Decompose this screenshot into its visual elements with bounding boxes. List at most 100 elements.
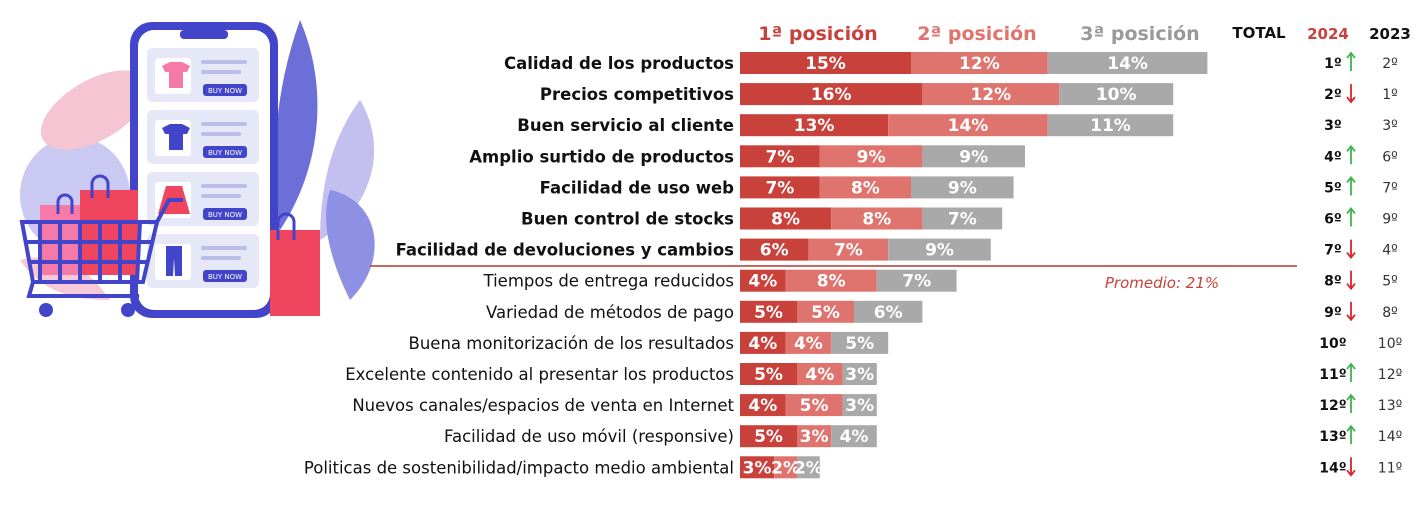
- chart-row: Amplio surtido de productos 7% 9% 9% 4º 6º: [469, 144, 1398, 168]
- rank-2023: 1º: [1382, 87, 1398, 103]
- category-label: Nuevos canales/espacios de venta en Inte…: [352, 396, 734, 415]
- bar-segment-pos1: [740, 114, 889, 137]
- segment-label: 8%: [771, 210, 800, 230]
- product-card: BUY NOW: [147, 110, 259, 164]
- buy-now-label: BUY NOW: [208, 211, 242, 219]
- segment-label: 8%: [817, 272, 846, 292]
- bar-segment-pos3: [911, 176, 1014, 199]
- rank-2023: 14º: [1378, 429, 1402, 445]
- bar-segment-pos2: [911, 52, 1048, 74]
- rank-2023: 6º: [1382, 149, 1398, 165]
- segment-label: 5%: [754, 365, 783, 385]
- bar-segment-pos1: [740, 425, 797, 448]
- rank-2024: 8º: [1324, 274, 1342, 290]
- chart-row: Excelente contenido al presentar los pro…: [345, 362, 1402, 385]
- category-label: Amplio surtido de productos: [469, 147, 734, 166]
- segment-label: 9%: [959, 147, 988, 167]
- arrow-up-icon: [1346, 144, 1356, 165]
- bar-segment-pos1: [740, 83, 923, 106]
- rank-2023: 9º: [1382, 212, 1398, 228]
- arrow-down-icon: [1346, 457, 1356, 477]
- segment-label: 10%: [1096, 85, 1137, 105]
- chart-row: Facilidad de devoluciones y cambios 6% 7% 9…: [396, 238, 1398, 261]
- bar-segment-pos1: [740, 207, 832, 230]
- chart-row: Buena monitorización de los resultados 4%…: [409, 331, 1402, 354]
- bar-segment-pos2: [774, 456, 797, 479]
- arrow-down-icon: [1346, 301, 1356, 322]
- bar-segment-pos1: [740, 456, 775, 479]
- product-card: BUY NOW: [147, 234, 259, 288]
- bar-segment-pos1: [740, 394, 786, 417]
- segment-label: 5%: [754, 303, 783, 323]
- segment-label: 2%: [794, 458, 823, 478]
- category-label: Tiempos de entrega reducidos: [483, 272, 734, 291]
- segment-label: 3%: [743, 458, 772, 478]
- chart-row: Variedad de métodos de pago 5% 5% 6% 9º 8º: [486, 300, 1398, 323]
- buy-now-label: BUY NOW: [208, 149, 242, 157]
- bar-segment-pos2: [785, 394, 843, 417]
- rank-2024: 1º: [1324, 56, 1342, 72]
- bar-segment-pos3: [831, 425, 877, 448]
- segment-label: 9%: [948, 178, 977, 198]
- rank-2023: 2º: [1382, 56, 1398, 72]
- cart-wheel: [39, 303, 53, 317]
- bar-segment-pos3: [1047, 114, 1174, 137]
- segment-label: 15%: [805, 54, 846, 74]
- category-label: Buen servicio al cliente: [517, 116, 734, 135]
- segment-label: 8%: [862, 210, 891, 230]
- category-label: Facilidad de uso móvil (responsive): [444, 427, 734, 446]
- chart-row: Politicas de sostenibilidad/impacto medi…: [304, 456, 1402, 479]
- chart-rows: Calidad de los productos 15% 12% 14% 1º 2ºPre…: [304, 51, 1402, 479]
- shopping-bag-icon: [270, 230, 320, 316]
- bar-segment-pos2: [797, 425, 832, 448]
- category-label: Politicas de sostenibilidad/impacto medi…: [304, 458, 734, 477]
- arrow-up-icon: [1346, 393, 1356, 414]
- bar-segment-pos3: [797, 456, 820, 479]
- chart-row: Buen control de stocks 8% 8% 7% 6º 9º: [521, 207, 1398, 230]
- rank-2024: 14º: [1319, 460, 1346, 476]
- arrow-down-icon: [1346, 239, 1356, 260]
- segment-label: 12%: [959, 54, 1000, 74]
- segment-label: 16%: [811, 85, 852, 105]
- rank-2024: 12º: [1319, 398, 1346, 414]
- rank-2024: 9º: [1324, 305, 1342, 321]
- segment-label: 4%: [805, 365, 834, 385]
- segment-label: 5%: [845, 334, 874, 354]
- rank-2024: 4º: [1324, 149, 1342, 165]
- chart-row: Calidad de los productos 15% 12% 14% 1º 2º: [504, 51, 1398, 74]
- leaf-icon: [275, 20, 318, 230]
- category-label: Precios competitivos: [540, 85, 734, 104]
- shopping-cart-icon: [19, 198, 183, 298]
- segment-label: 14%: [948, 116, 989, 136]
- rank-2024: 10º: [1319, 336, 1346, 352]
- bar-segment-pos3: [888, 238, 991, 261]
- rank-2023: 5º: [1382, 274, 1398, 290]
- rank-2024: 2º: [1324, 87, 1342, 103]
- segment-label: 9%: [925, 241, 954, 261]
- rank-2023: 13º: [1378, 398, 1402, 414]
- segment-label: 2%: [771, 458, 800, 478]
- segment-label: 5%: [811, 303, 840, 323]
- header-2024: 2024: [1307, 25, 1349, 43]
- chart-row: Buen servicio al cliente 13% 14% 11% 3º 3º: [517, 114, 1398, 137]
- average-label: Promedio: 21%: [1105, 274, 1219, 292]
- bar-segment-pos3: [1059, 83, 1174, 106]
- tshirt-icon: [162, 62, 190, 88]
- bar-segment-pos3: [842, 394, 877, 417]
- bar-segment-pos2: [819, 145, 923, 168]
- bar-segment-pos2: [785, 269, 877, 292]
- rank-2024: 3º: [1324, 118, 1342, 134]
- chart-row: Nuevos canales/espacios de venta en Inte…: [352, 393, 1402, 417]
- segment-label: 3%: [845, 365, 874, 385]
- chart-row: Precios competitivos 16% 12% 10% 2º 1º: [540, 83, 1398, 106]
- rank-2023: 3º: [1382, 118, 1398, 134]
- rank-2023: 11º: [1378, 460, 1402, 476]
- bar-segment-pos1: [740, 300, 797, 323]
- header-pos3: 3ª posición: [1080, 23, 1199, 45]
- rank-2024: 13º: [1319, 429, 1346, 445]
- bar-segment-pos1: [740, 52, 911, 74]
- category-label: Variedad de métodos de pago: [486, 303, 734, 322]
- segment-label: 4%: [840, 427, 869, 447]
- segment-label: 7%: [765, 178, 794, 198]
